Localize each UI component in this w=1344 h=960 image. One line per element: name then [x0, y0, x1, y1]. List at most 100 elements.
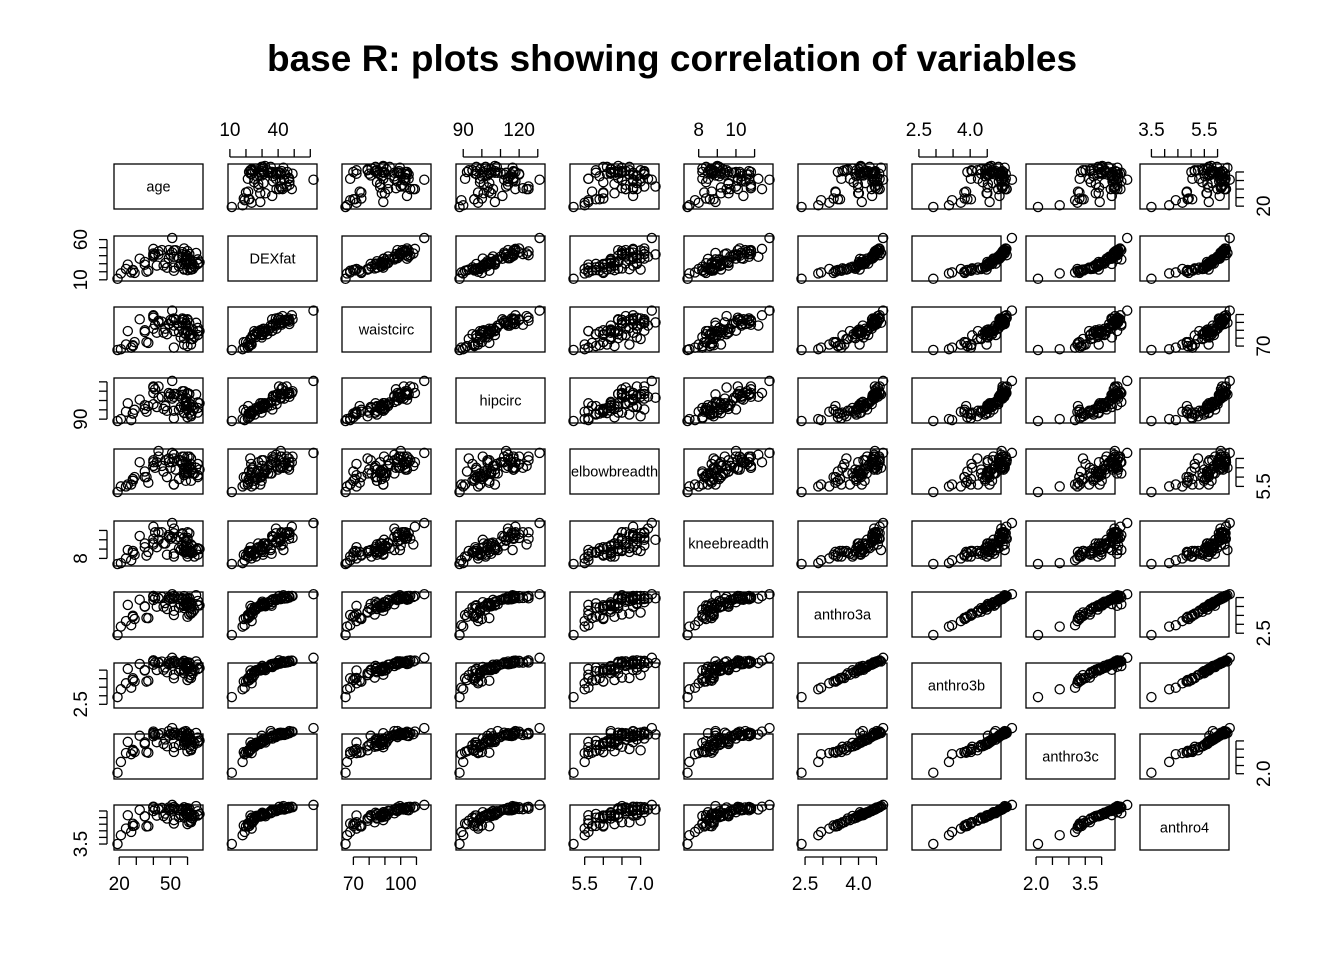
data-point	[160, 257, 171, 269]
data-point	[1181, 265, 1193, 276]
data-point	[141, 266, 152, 278]
data-point	[395, 181, 406, 192]
data-point	[534, 588, 545, 600]
data-point	[1080, 165, 1091, 176]
data-point	[700, 161, 712, 173]
data-point	[534, 174, 545, 185]
data-point	[928, 415, 939, 427]
data-point	[148, 521, 159, 532]
data-point	[143, 337, 154, 349]
data-point	[928, 558, 939, 570]
data-point	[684, 200, 695, 211]
data-point	[508, 244, 519, 256]
data-point	[348, 264, 359, 276]
data-point	[723, 166, 734, 178]
data-point	[168, 262, 180, 273]
data-point	[275, 181, 286, 192]
data-point	[237, 200, 248, 211]
data-point	[389, 171, 400, 182]
data-point	[682, 273, 693, 285]
data-point	[485, 257, 497, 268]
data-point	[356, 187, 367, 198]
data-point	[534, 447, 545, 459]
data-point	[378, 196, 389, 208]
data-point	[982, 188, 993, 199]
panel-DEXfat-vs-elbowbreadth	[568, 232, 661, 285]
data-point	[500, 181, 512, 192]
data-point	[998, 244, 1009, 256]
data-point	[127, 340, 139, 352]
data-point	[874, 183, 885, 195]
data-point	[122, 325, 134, 337]
data-point	[472, 197, 484, 208]
data-point	[242, 186, 254, 197]
data-point	[456, 194, 467, 206]
data-point	[612, 244, 624, 256]
data-point	[476, 171, 488, 182]
panel-frame	[797, 163, 888, 210]
data-point	[1146, 629, 1157, 641]
data-point	[454, 273, 465, 285]
panel-kneebreadth-vs-anthro3b	[911, 517, 1018, 570]
data-point	[454, 201, 465, 213]
data-point	[1187, 173, 1198, 185]
data-point	[854, 339, 865, 350]
data-point	[721, 165, 732, 176]
data-point	[153, 445, 164, 457]
data-point	[1000, 168, 1011, 179]
data-point	[639, 243, 650, 254]
data-point	[419, 517, 430, 529]
data-point	[1032, 201, 1044, 213]
data-point	[469, 264, 480, 276]
data-point	[166, 247, 178, 258]
panel-age-vs-anthro3a	[796, 160, 889, 213]
panel-elbowbreadth-vs-kneebreadth	[682, 445, 775, 498]
data-point	[756, 456, 768, 468]
data-point	[1177, 263, 1188, 275]
data-point	[609, 257, 620, 268]
data-point	[457, 268, 469, 279]
data-point	[568, 273, 579, 285]
panel-waistcirc-vs-hipcirc	[454, 305, 546, 356]
data-point	[598, 176, 609, 188]
data-point	[282, 166, 293, 178]
data-point	[166, 232, 178, 244]
data-point	[1106, 190, 1118, 202]
data-point	[943, 268, 955, 279]
data-point	[684, 413, 695, 425]
data-point	[706, 265, 717, 276]
data-point	[397, 179, 408, 191]
panel-hipcirc-vs-anthro4	[1139, 375, 1235, 427]
data-point	[723, 257, 734, 268]
data-point	[1114, 168, 1126, 179]
data-point	[404, 183, 416, 195]
data-point	[182, 245, 193, 257]
data-point	[127, 264, 139, 276]
data-point	[484, 186, 495, 197]
data-point	[972, 453, 983, 464]
panel-elbowbreadth-vs-anthro3c	[1025, 445, 1133, 498]
data-point	[341, 621, 353, 632]
data-point	[873, 243, 885, 254]
panel-hipcirc-vs-hipcirc: hipcirc	[455, 377, 546, 424]
data-point	[495, 251, 506, 263]
data-point	[1146, 201, 1157, 213]
data-point	[308, 174, 319, 185]
data-point	[139, 664, 151, 676]
data-point	[178, 243, 190, 254]
data-point	[1088, 262, 1099, 273]
panel-frame	[227, 163, 318, 210]
data-point	[1103, 167, 1115, 179]
data-point	[371, 255, 383, 267]
variable-label-anthro3a: anthro3a	[814, 608, 872, 624]
data-point	[627, 183, 639, 195]
data-point	[243, 166, 255, 178]
data-point	[616, 245, 628, 257]
data-point	[239, 194, 250, 206]
data-point	[354, 265, 365, 276]
data-point	[521, 539, 532, 550]
data-point	[523, 527, 534, 538]
data-point	[844, 173, 856, 185]
panel-elbowbreadth-vs-anthro3a	[796, 445, 889, 498]
data-point	[1054, 200, 1065, 211]
